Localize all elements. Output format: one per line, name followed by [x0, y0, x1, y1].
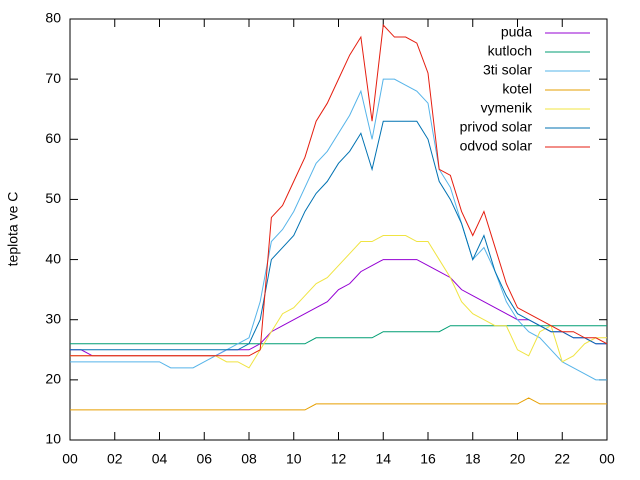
y-tick-label: 20 [45, 371, 61, 387]
series-line [70, 23, 608, 357]
legend-label: kutloch [488, 43, 532, 59]
x-tick-label: 00 [62, 451, 78, 467]
x-tick-label: 20 [510, 451, 526, 467]
x-tick-label: 00 [599, 451, 615, 467]
legend-label: puda [501, 24, 532, 40]
x-tick-label: 18 [465, 451, 481, 467]
y-tick-label: 10 [45, 431, 61, 447]
x-tick-label: 02 [107, 451, 123, 467]
x-tick-label: 06 [196, 451, 212, 467]
series-line [70, 235, 607, 369]
y-tick-label: 40 [45, 250, 61, 266]
series-line [70, 120, 607, 351]
y-axis-label: teplota ve C [5, 192, 21, 267]
y-tick-label: 70 [45, 70, 61, 86]
legend-label: privod solar [460, 119, 533, 135]
y-tick-label: 50 [45, 190, 61, 206]
x-tick-label: 12 [331, 451, 347, 467]
legend-label: odvod solar [460, 138, 533, 154]
x-tick-label: 10 [286, 451, 302, 467]
y-tick-label: 80 [45, 10, 61, 26]
series-line [70, 78, 607, 381]
x-tick-label: 08 [241, 451, 257, 467]
x-tick-label: 04 [152, 451, 168, 467]
legend-label: vymenik [481, 100, 533, 116]
x-tick-label: 16 [420, 451, 436, 467]
x-tick-label: 22 [554, 451, 570, 467]
y-tick-label: 30 [45, 310, 61, 326]
series-line [70, 325, 607, 345]
legend-label: kotel [502, 81, 532, 97]
legend-label: 3ti solar [483, 62, 532, 78]
x-tick-label: 14 [375, 451, 391, 467]
series-line [70, 259, 607, 357]
series-line [70, 397, 607, 411]
y-tick-label: 60 [45, 130, 61, 146]
